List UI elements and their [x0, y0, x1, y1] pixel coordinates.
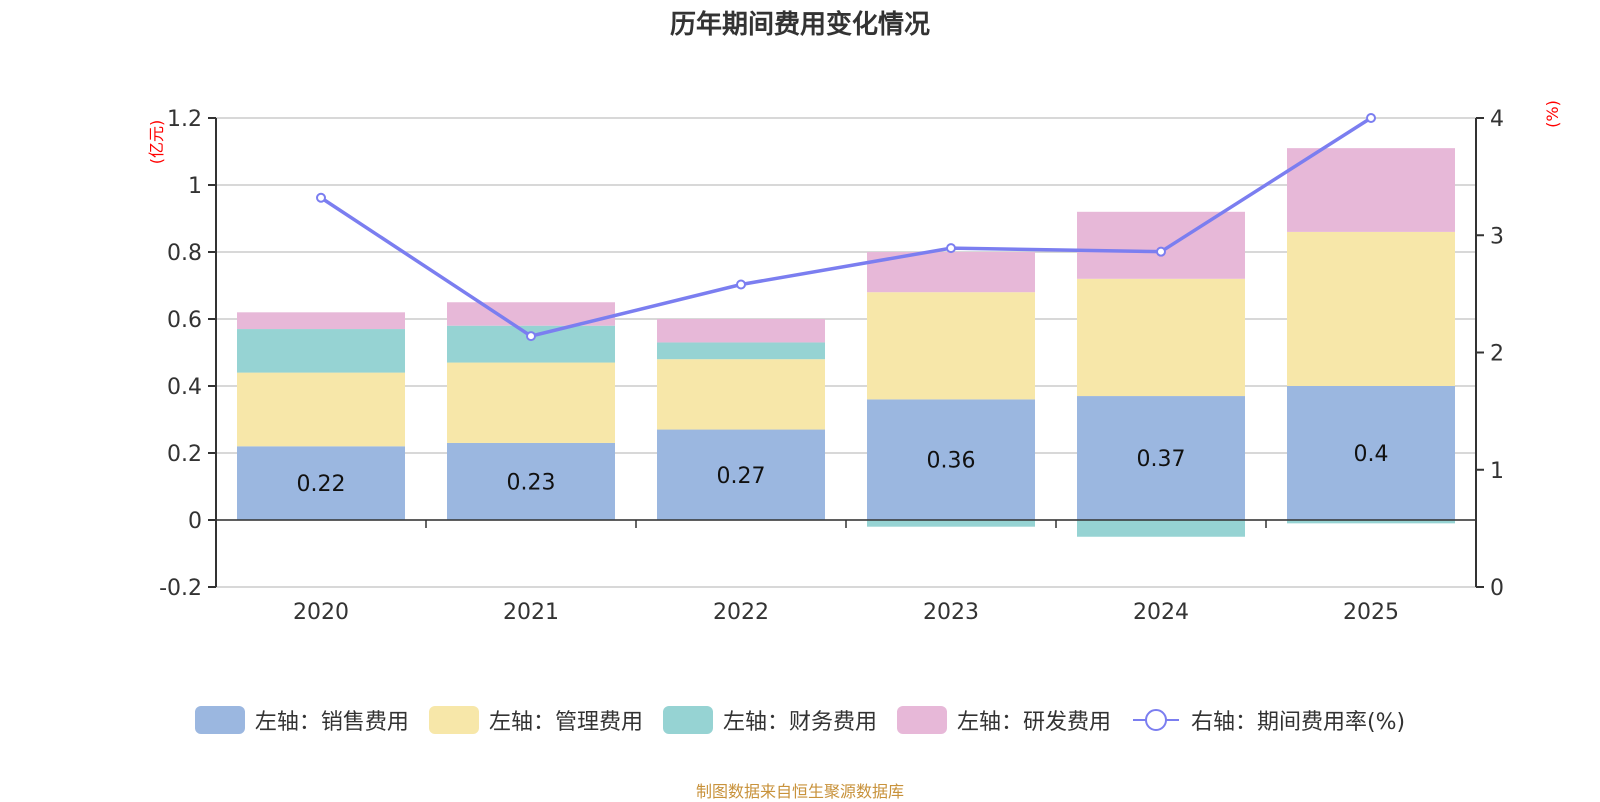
legend-item-expense-rate[interactable]: 右轴：期间费用率(%)	[1131, 704, 1405, 736]
left-axis-unit-label: (亿元)	[147, 120, 166, 165]
legend-line-circle-icon	[1132, 709, 1179, 731]
expense-rate-point	[316, 192, 326, 203]
right-axis-tick-label: 2	[1490, 342, 1504, 367]
legend-label-finance: 左轴：财务费用	[722, 710, 877, 735]
x-axis-category-label: 2021	[503, 600, 559, 625]
legend-swatch-sales	[194, 706, 245, 734]
legend-item-finance[interactable]: 左轴：财务费用	[662, 704, 877, 736]
legend-label-admin: 左轴：管理费用	[488, 710, 643, 735]
bar-segment	[867, 520, 1035, 527]
expense-rate-line	[320, 116, 1372, 338]
bar-data-label: 0.23	[507, 470, 556, 495]
bar-data-label: 0.4	[1354, 442, 1389, 467]
bar-segment	[1287, 148, 1455, 232]
legend-item-sales[interactable]: 左轴：销售费用	[194, 704, 409, 736]
bar-segment	[1077, 520, 1245, 537]
bar-segment	[237, 372, 405, 447]
bar-segment	[1077, 278, 1245, 397]
legend-label-rnd: 左轴：研发费用	[956, 710, 1111, 735]
bar-segment	[447, 362, 615, 443]
right-axis-unit-label: (%)	[1543, 100, 1562, 128]
x-axis-category-label: 2020	[293, 600, 349, 625]
left-axis-tick-label: 0	[188, 509, 202, 534]
left-axis-tick-label: 0.8	[167, 241, 202, 266]
bar-segment	[657, 342, 825, 360]
bar-segment	[657, 359, 825, 430]
x-axis-category-label: 2025	[1343, 600, 1399, 625]
legend-label-expense-rate: 右轴：期间费用率(%)	[1190, 710, 1406, 735]
bar-segment	[1287, 231, 1455, 386]
left-axis-tick-label: 0.6	[167, 308, 202, 333]
left-axis-tick-label: 1.2	[167, 107, 202, 132]
left-axis-tick-label: 1	[188, 174, 202, 199]
x-axis-category-label: 2022	[713, 600, 769, 625]
bar-segment	[867, 399, 1035, 520]
legend: 左轴：销售费用 左轴：管理费用 左轴：财务费用 左轴：研发费用 右轴：期间费用率…	[0, 704, 1600, 736]
legend-item-rnd[interactable]: 左轴：研发费用	[896, 704, 1111, 736]
left-axis-tick-label: -0.2	[159, 576, 202, 601]
bar-data-label: 0.36	[927, 449, 976, 474]
expense-rate-point	[526, 331, 536, 342]
expense-rate-point	[1156, 246, 1166, 257]
bar-data-label: 0.37	[1137, 447, 1186, 472]
left-axis-tick-label: 0.2	[167, 442, 202, 467]
legend-label-sales: 左轴：销售费用	[254, 710, 409, 735]
chart-area: 0.22 0.23 0.27 0.36 0.37 0.4 -0.2 0 0.2 0.4 0.6 0.8…	[147, 100, 1562, 625]
x-axis-category-label: 2023	[923, 600, 979, 625]
bar-segment	[657, 319, 825, 343]
right-axis-tick-label: 1	[1490, 459, 1504, 484]
legend-swatch-rnd	[896, 706, 947, 734]
bar-data-label: 0.27	[717, 464, 766, 489]
bar-segment	[657, 429, 825, 520]
legend-swatch-finance	[662, 706, 713, 734]
data-source-note: 制图数据来自恒生聚源数据库	[695, 782, 904, 801]
expense-rate-point	[946, 243, 956, 254]
bar-segment	[867, 292, 1035, 400]
expense-rate-point	[736, 279, 746, 290]
x-axis-category-label: 2024	[1133, 600, 1189, 625]
bar-segment	[237, 446, 405, 520]
right-axis-tick-label: 4	[1490, 107, 1504, 132]
bar-segment	[447, 442, 615, 520]
right-axis-tick-label: 3	[1490, 224, 1504, 249]
bar-segment	[1077, 211, 1245, 279]
bar-data-label: 0.22	[297, 472, 346, 497]
legend-swatch-admin	[428, 706, 479, 734]
expense-rate-point	[1366, 113, 1376, 123]
bar-segment	[1287, 386, 1455, 520]
bar-segment	[237, 312, 405, 330]
right-axis-tick-label: 0	[1490, 576, 1504, 601]
bar-segment	[1287, 520, 1455, 524]
legend-item-admin[interactable]: 左轴：管理费用	[428, 704, 643, 736]
bar-segment	[237, 329, 405, 373]
bar-segment	[1077, 396, 1245, 520]
left-axis-tick-label: 0.4	[167, 375, 202, 400]
chart-title: 历年期间费用变化情况	[669, 10, 930, 40]
